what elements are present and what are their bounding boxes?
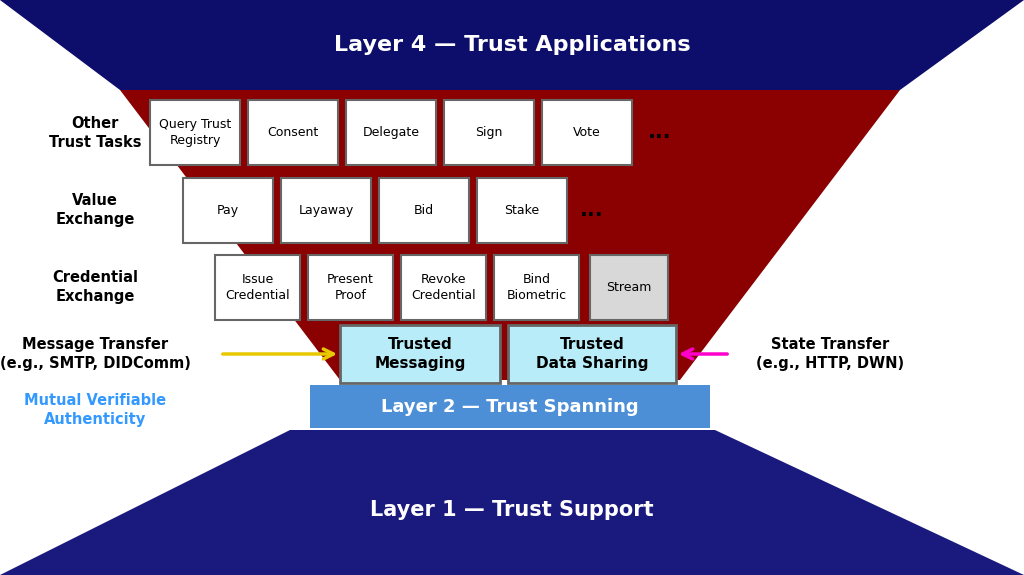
Bar	[508, 325, 676, 383]
Text: Other
Trust Tasks: Other Trust Tasks	[49, 116, 141, 150]
Text: ...: ...	[648, 122, 672, 143]
Text: Sign: Sign	[475, 126, 503, 139]
Text: Bid: Bid	[414, 204, 434, 217]
Text: Delegate: Delegate	[362, 126, 420, 139]
Bar	[183, 178, 273, 243]
Text: Pay: Pay	[217, 204, 239, 217]
Text: Vote: Vote	[573, 126, 601, 139]
Bar	[494, 255, 579, 320]
Text: Query Trust
Registry: Query Trust Registry	[159, 118, 231, 147]
Bar	[248, 100, 338, 165]
Text: Message Transfer
(e.g., SMTP, DIDComm): Message Transfer (e.g., SMTP, DIDComm)	[0, 337, 190, 371]
Bar	[281, 178, 371, 243]
Bar	[542, 100, 632, 165]
Text: Trusted
Messaging: Trusted Messaging	[375, 337, 466, 371]
Text: Stake: Stake	[505, 204, 540, 217]
Text: Layer 4 — Trust Applications: Layer 4 — Trust Applications	[334, 35, 690, 55]
Text: Mutual Verifiable
Authenticity: Mutual Verifiable Authenticity	[24, 393, 166, 427]
Text: Revoke
Credential: Revoke Credential	[412, 273, 476, 302]
Polygon shape	[120, 90, 900, 380]
Text: Credential
Exchange: Credential Exchange	[52, 270, 138, 304]
Bar	[401, 255, 486, 320]
Text: Bind
Biometric: Bind Biometric	[507, 273, 566, 302]
Bar	[444, 100, 534, 165]
Text: Issue
Credential: Issue Credential	[225, 273, 290, 302]
Bar	[340, 325, 500, 383]
Bar	[346, 100, 436, 165]
Text: Layer 1 — Trust Support: Layer 1 — Trust Support	[371, 500, 653, 520]
Bar	[477, 178, 567, 243]
Polygon shape	[0, 430, 1024, 575]
Bar	[590, 255, 668, 320]
Text: Value
Exchange: Value Exchange	[55, 193, 135, 227]
Text: Consent: Consent	[267, 126, 318, 139]
Text: Present
Proof: Present Proof	[327, 273, 374, 302]
Text: Trusted
Data Sharing: Trusted Data Sharing	[536, 337, 648, 371]
Text: Stream: Stream	[606, 281, 651, 294]
Bar	[379, 178, 469, 243]
Bar	[310, 385, 710, 428]
Text: ...: ...	[581, 201, 604, 220]
Bar	[215, 255, 300, 320]
Text: Layaway: Layaway	[298, 204, 353, 217]
Text: State Transfer
(e.g., HTTP, DWN): State Transfer (e.g., HTTP, DWN)	[756, 337, 904, 371]
Polygon shape	[0, 0, 1024, 90]
Bar	[308, 255, 393, 320]
Bar	[150, 100, 240, 165]
Text: Layer 2 — Trust Spanning: Layer 2 — Trust Spanning	[381, 397, 639, 416]
